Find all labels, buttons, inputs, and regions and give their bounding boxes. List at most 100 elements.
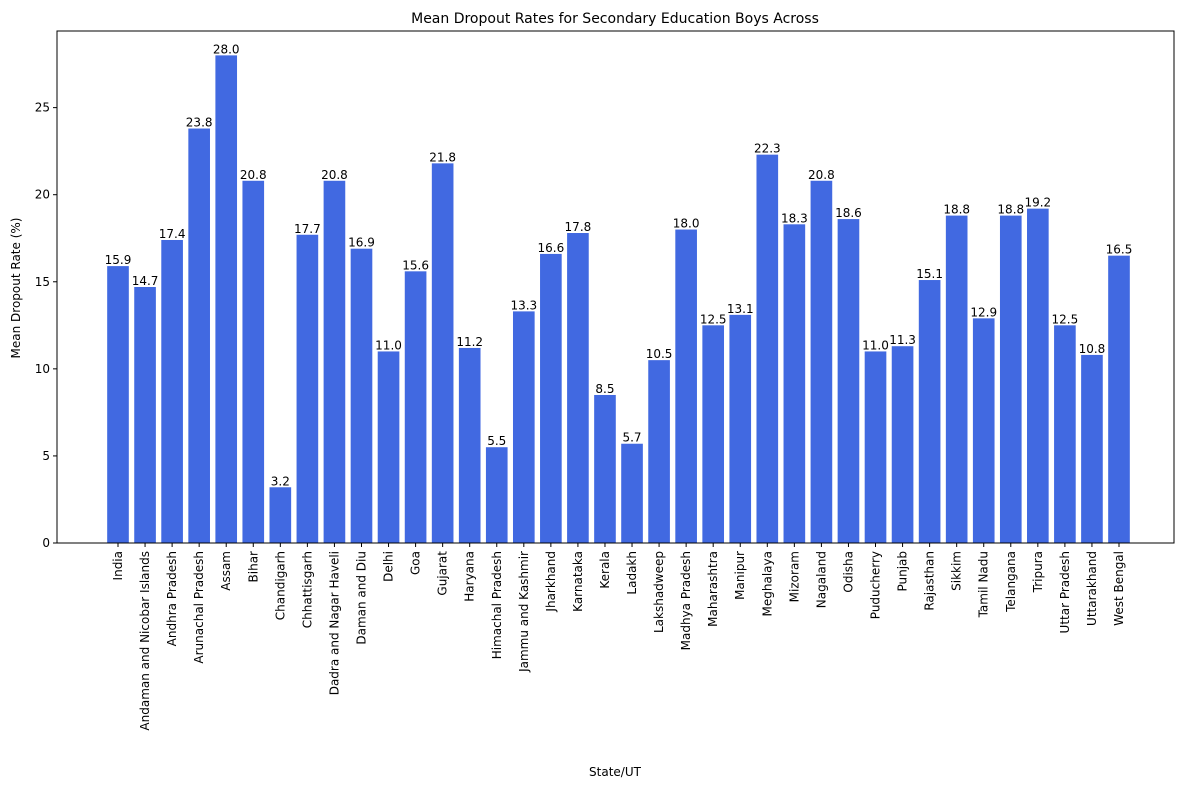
y-tick-label: 5 [42,449,50,463]
data-label: 15.1 [916,267,943,281]
data-label: 16.9 [348,236,375,250]
x-tick-label: Haryana [463,551,477,602]
bar [837,219,860,543]
chart-title: Mean Dropout Rates for Secondary Educati… [411,11,819,27]
data-label: 12.5 [1052,312,1079,326]
data-label: 11.3 [889,333,916,347]
y-axis: 0 5 10 15 20 25 [35,101,57,550]
bar [621,443,643,543]
y-tick-label: 15 [35,275,50,289]
x-tick-label: Karnataka [571,551,585,612]
data-label: 20.8 [808,168,835,182]
x-tick-label: Chhattisgarh [300,551,314,628]
bar [999,215,1022,543]
data-label: 18.8 [997,203,1024,217]
y-tick-label: 0 [42,536,50,550]
bar [1054,325,1076,543]
x-tick-label: Bihar [246,551,260,583]
data-label: 22.3 [754,142,781,156]
x-tick-label: Tamil Nadu [977,551,991,618]
x-tick-label: Mizoram [787,551,801,602]
x-tick-label: Ladakh [625,551,639,595]
x-tick-label: Arunachal Pradesh [192,551,206,664]
data-label: 10.8 [1079,342,1106,356]
data-label: 17.4 [159,227,186,241]
x-tick-label: Rajasthan [923,551,937,611]
data-label: 15.9 [105,253,132,267]
bar [675,229,697,543]
bar [783,224,806,543]
data-label: 12.5 [700,312,727,326]
bar [702,325,725,543]
data-label: 13.1 [727,302,754,316]
x-tick-label: Andaman and Nicobar Islands [138,551,152,731]
data-label: 19.2 [1024,196,1051,210]
x-tick-label: Assam [219,551,233,591]
data-label: 17.7 [294,222,321,236]
bar [594,394,616,543]
bar [1027,208,1049,543]
bar [134,287,156,543]
x-tick-label: Jharkhand [544,551,558,613]
bar [107,266,129,543]
bar [296,234,319,543]
data-label: 10.5 [646,347,673,361]
data-label: 12.9 [970,305,997,319]
bar [161,239,183,543]
plot-frame [56,30,1175,544]
x-tick-label: West Bengal [1112,551,1126,626]
data-label: 16.5 [1106,243,1133,257]
bar [512,311,535,543]
bar [810,180,833,543]
x-tick-label: Delhi [382,551,396,582]
data-label: 18.3 [781,211,808,225]
bar [945,215,968,543]
data-labels: 15.914.7 17.4 23.8 28.0 20.8 3.2 17.7 20.8 16.9 1… [105,42,1133,488]
x-tick-label: Chandigarh [273,551,287,620]
x-tick-label: India [111,551,125,580]
y-tick-label: 10 [35,362,50,376]
bar [377,351,400,543]
bar [567,233,589,543]
x-tick-label: Sikkim [950,551,964,591]
bar [918,280,941,543]
y-axis-label: Mean Dropout Rate (%) [9,218,23,359]
x-tick-label: Himachal Pradesh [490,551,504,659]
bar [323,180,346,543]
data-label: 5.7 [622,431,641,445]
x-tick-label: Odisha [841,551,855,593]
data-label: 11.2 [456,335,483,349]
x-tick-label: Manipur [733,551,747,600]
bar [350,248,373,543]
bar [729,314,752,543]
y-tick-label: 20 [35,188,50,202]
bar [188,128,210,543]
bars [107,55,1130,544]
x-tick-label: Andhra Pradesh [165,551,179,646]
data-label: 18.6 [835,206,862,220]
bar [215,55,238,543]
x-tick-label: Lakshadweep [652,551,666,633]
data-label: 3.2 [271,474,290,488]
data-label: 11.0 [375,338,402,352]
x-tick-label: Dadra and Nagar Haveli [327,551,341,695]
x-tick-label: Maharashtra [706,551,720,627]
data-label: 13.3 [510,298,537,312]
data-label: 28.0 [213,42,240,56]
bar [972,318,995,543]
x-tick-label: Uttarakhand [1085,551,1099,626]
x-tick-label: Meghalaya [760,551,774,616]
data-label: 23.8 [186,116,213,130]
x-tick-label: Puducherry [869,551,883,619]
x-tick-label: Uttar Pradesh [1058,551,1072,633]
bar [891,346,914,543]
x-tick-label: Punjab [896,551,910,592]
bar [269,487,292,543]
bar [431,163,454,543]
data-label: 20.8 [321,168,348,182]
data-label: 20.8 [240,168,267,182]
bar [864,351,887,543]
data-label: 15.6 [402,258,429,272]
x-tick-label: Nagaland [814,551,828,608]
